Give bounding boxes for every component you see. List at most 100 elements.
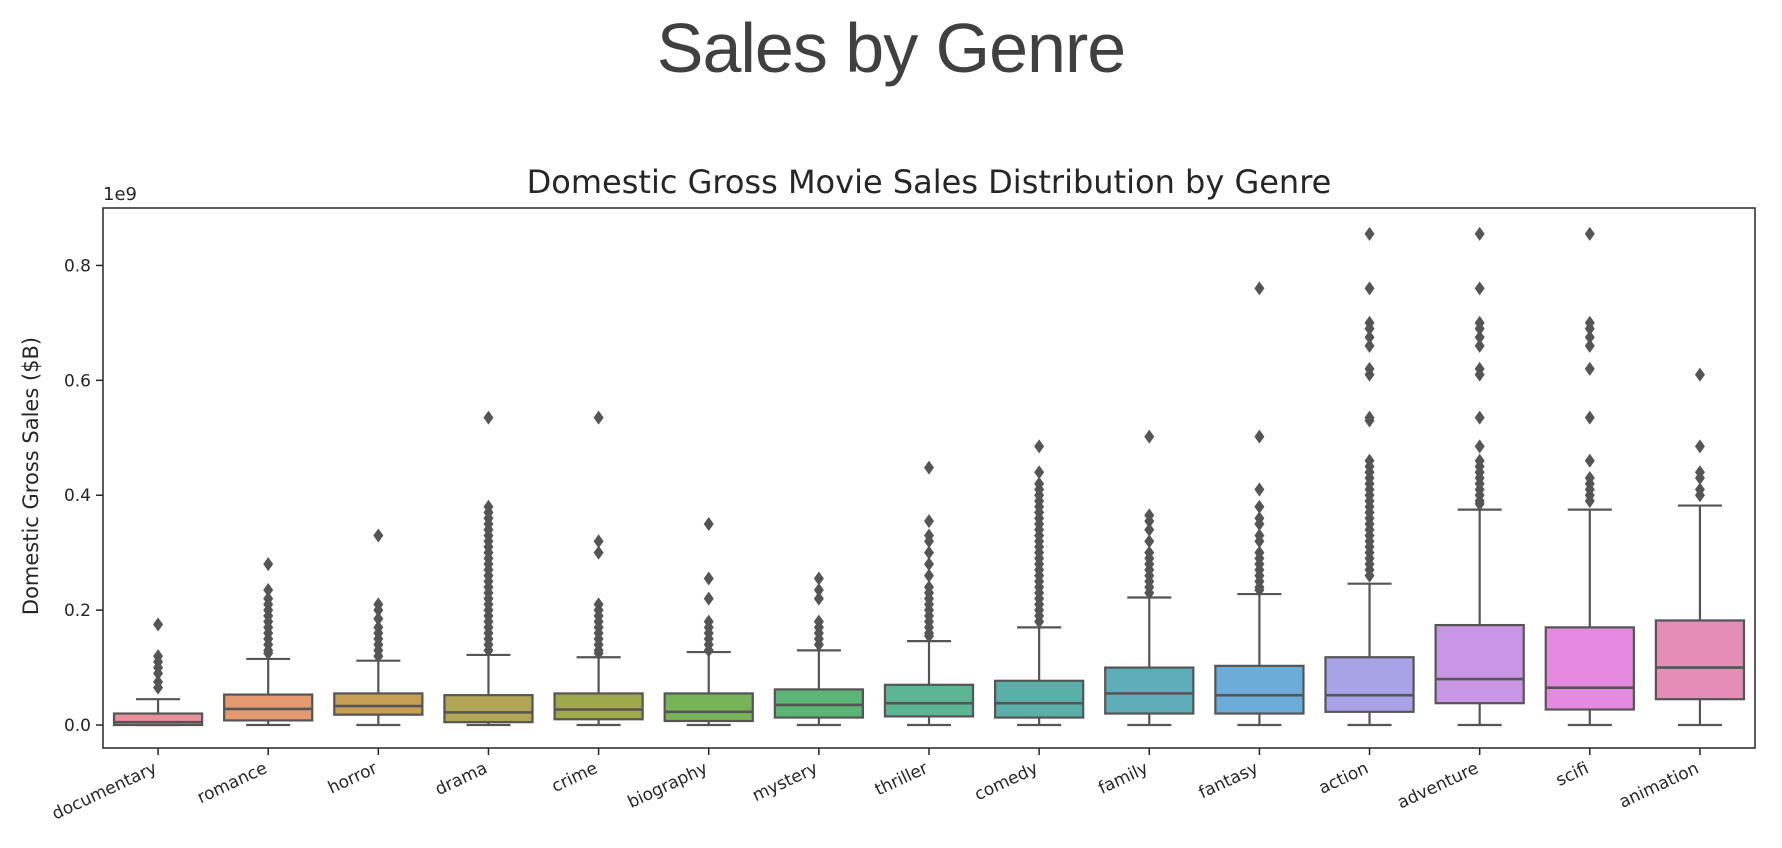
chart-title: Domestic Gross Movie Sales Distribution … [527, 163, 1332, 201]
outlier-point [1364, 367, 1375, 382]
y-tick-label: 0.0 [64, 716, 91, 736]
outlier-point [1364, 321, 1375, 336]
outlier-point [1474, 330, 1485, 345]
y-axis: 0.0 0.2 0.4 0.6 0.8 [64, 256, 103, 736]
box-crime [553, 410, 644, 727]
outlier-point [1034, 439, 1045, 454]
box-romance [223, 557, 314, 727]
outlier-point [1254, 516, 1265, 531]
outlier-point [813, 571, 824, 586]
outlier-point [1474, 367, 1485, 382]
y-tick-label: 0.8 [64, 256, 91, 276]
outlier-point [1474, 321, 1485, 336]
outlier-point [1474, 281, 1485, 296]
outlier-point [1364, 281, 1375, 296]
outlier-point [924, 534, 934, 549]
outlier-point [924, 568, 934, 583]
outlier-point [593, 534, 604, 549]
outlier-point [1364, 338, 1375, 353]
slide-title: Sales by Genre [656, 9, 1126, 87]
outlier-point [153, 680, 164, 695]
outlier-point [1144, 514, 1155, 529]
x-axis: documentary romance horror drama crime biogra… [49, 748, 1702, 824]
box-adventure [1434, 226, 1525, 727]
outlier-point [1254, 583, 1265, 598]
outlier-point [1144, 534, 1155, 549]
outlier-point [1364, 568, 1375, 583]
box-body [333, 692, 424, 716]
outlier-point [1474, 338, 1485, 353]
outlier-point [263, 646, 274, 661]
outlier-point [593, 545, 604, 560]
outlier-point [1584, 330, 1595, 345]
outlier-point [1584, 338, 1595, 353]
box-drama [443, 410, 534, 727]
box-action [1324, 226, 1415, 727]
outlier-point [1034, 465, 1045, 480]
outlier-point [1254, 429, 1265, 444]
outlier-point [373, 603, 384, 618]
outlier-point [1584, 361, 1595, 376]
outlier-point [813, 591, 824, 606]
x-tick-label: crime [549, 758, 601, 796]
x-tick-label: fantasy [1196, 758, 1262, 803]
outlier-point [703, 591, 714, 606]
x-tick-label: mystery [749, 758, 821, 806]
outlier-point [813, 637, 824, 652]
outlier-point [1584, 410, 1595, 425]
outlier-point [924, 514, 934, 529]
outlier-point [1474, 439, 1485, 454]
outlier-point [1694, 367, 1705, 382]
box-body [1544, 626, 1635, 711]
x-tick-label: drama [432, 758, 490, 799]
x-tick-label: horror [325, 758, 380, 798]
outlier-point [1364, 226, 1375, 241]
axis-scale-label: 1e9 [103, 184, 137, 205]
x-tick-label: thriller [872, 758, 931, 800]
box-family [1104, 429, 1195, 727]
box-biography [663, 516, 754, 727]
box-body [663, 692, 754, 723]
box-horror [333, 528, 424, 727]
outlier-point [263, 583, 274, 598]
outlier-point [1584, 321, 1595, 336]
outlier-point [1364, 413, 1375, 428]
y-tick-label: 0.6 [64, 371, 91, 391]
box-fantasy [1214, 281, 1305, 727]
outlier-point [153, 617, 164, 632]
outlier-point [1584, 453, 1595, 468]
x-tick-label: animation [1616, 758, 1702, 812]
outlier-point [483, 410, 494, 425]
outlier-point [1144, 522, 1155, 537]
box-scifi [1544, 226, 1635, 727]
x-tick-label: comedy [972, 758, 1042, 805]
outlier-point [703, 516, 714, 531]
box-documentary [112, 617, 204, 727]
box-thriller [883, 460, 975, 727]
y-tick-label: 0.2 [64, 601, 91, 621]
box-body [1214, 664, 1305, 715]
plot-frame [102, 207, 1756, 749]
outlier-point [1474, 226, 1485, 241]
outlier-point [1694, 488, 1705, 503]
x-tick-label: biography [625, 758, 711, 812]
outlier-point [1144, 429, 1155, 444]
boxes-layer [112, 226, 1746, 727]
outlier-point [593, 646, 604, 661]
outlier-point [813, 583, 824, 598]
x-tick-label: romance [194, 758, 270, 808]
outlier-point [593, 410, 604, 425]
outlier-point [924, 545, 934, 560]
x-tick-label: adventure [1394, 758, 1481, 813]
box-body [553, 692, 644, 721]
outlier-point [924, 628, 934, 643]
box-body [1104, 666, 1195, 715]
outlier-point [1474, 496, 1485, 511]
outlier-point [924, 460, 934, 475]
outlier-point [373, 649, 384, 664]
outlier-point [373, 528, 384, 543]
box-body [223, 693, 314, 722]
outlier-point [703, 643, 714, 658]
outlier-point [924, 557, 934, 572]
